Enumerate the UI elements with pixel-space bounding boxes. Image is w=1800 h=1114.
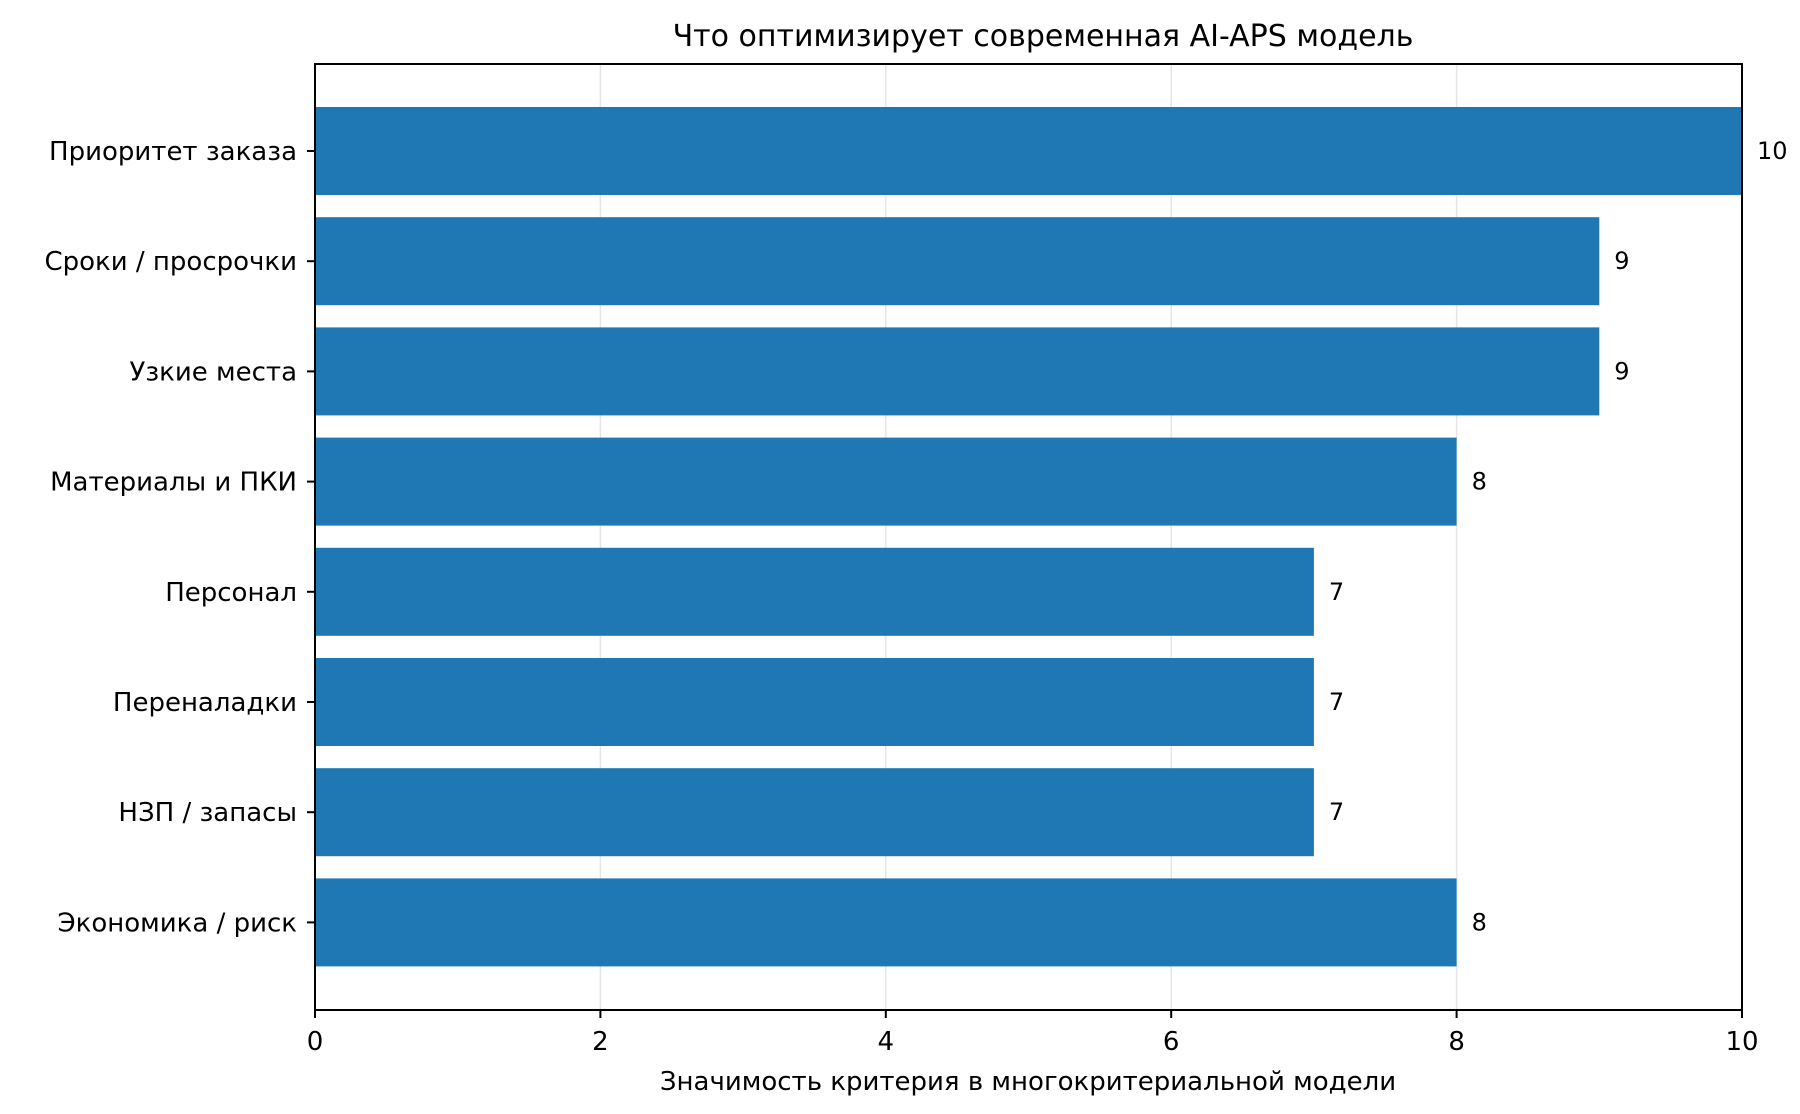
x-axis-label: Значимость критерия в многокритериальной…: [660, 1067, 1396, 1097]
y-tick-label: Приоритет заказа: [49, 137, 297, 167]
x-tick-label: 0: [307, 1027, 324, 1057]
bar: [315, 107, 1742, 195]
bar: [315, 327, 1600, 416]
data-label: 8: [1472, 468, 1487, 496]
data-label: 8: [1472, 908, 1487, 936]
grid-lines: [314, 64, 1743, 1010]
bar: [315, 217, 1600, 306]
bar: [315, 768, 1314, 857]
data-label: 10: [1757, 137, 1788, 165]
data-label: 7: [1329, 798, 1344, 826]
data-label: 7: [1329, 578, 1344, 606]
x-tick-label: 8: [1448, 1027, 1465, 1057]
x-tick-label: 10: [1725, 1027, 1758, 1057]
bars: [315, 107, 1742, 967]
bar: [315, 547, 1314, 636]
x-tick-label: 4: [878, 1027, 895, 1057]
data-label: 7: [1329, 688, 1344, 716]
y-tick-label: Узкие места: [129, 357, 297, 387]
x-axis: 0 2 4 6 8 10: [307, 1010, 1759, 1057]
y-tick-label: Экономика / риск: [57, 908, 297, 938]
x-tick-label: 6: [1163, 1027, 1180, 1057]
data-label: 9: [1614, 357, 1629, 385]
x-tick-label: 2: [592, 1027, 609, 1057]
data-label: 9: [1614, 247, 1629, 275]
y-axis: Приоритет заказа Сроки / просрочки Узкие м…: [44, 137, 315, 938]
y-tick-label: Материалы и ПКИ: [50, 468, 297, 498]
bar: [315, 878, 1457, 967]
y-tick-label: НЗП / запасы: [118, 798, 297, 828]
bar: [315, 658, 1314, 746]
chart-title: Что оптимизирует современная AI-APS моде…: [673, 19, 1414, 54]
data-labels: 10 9 9 8 7 7 7 8: [1329, 137, 1788, 936]
y-tick-label: Переналадки: [113, 688, 297, 718]
plot-frame: [314, 63, 1743, 1011]
bar: [315, 437, 1457, 526]
y-tick-label: Персонал: [165, 578, 297, 608]
y-tick-label: Сроки / просрочки: [44, 247, 297, 277]
